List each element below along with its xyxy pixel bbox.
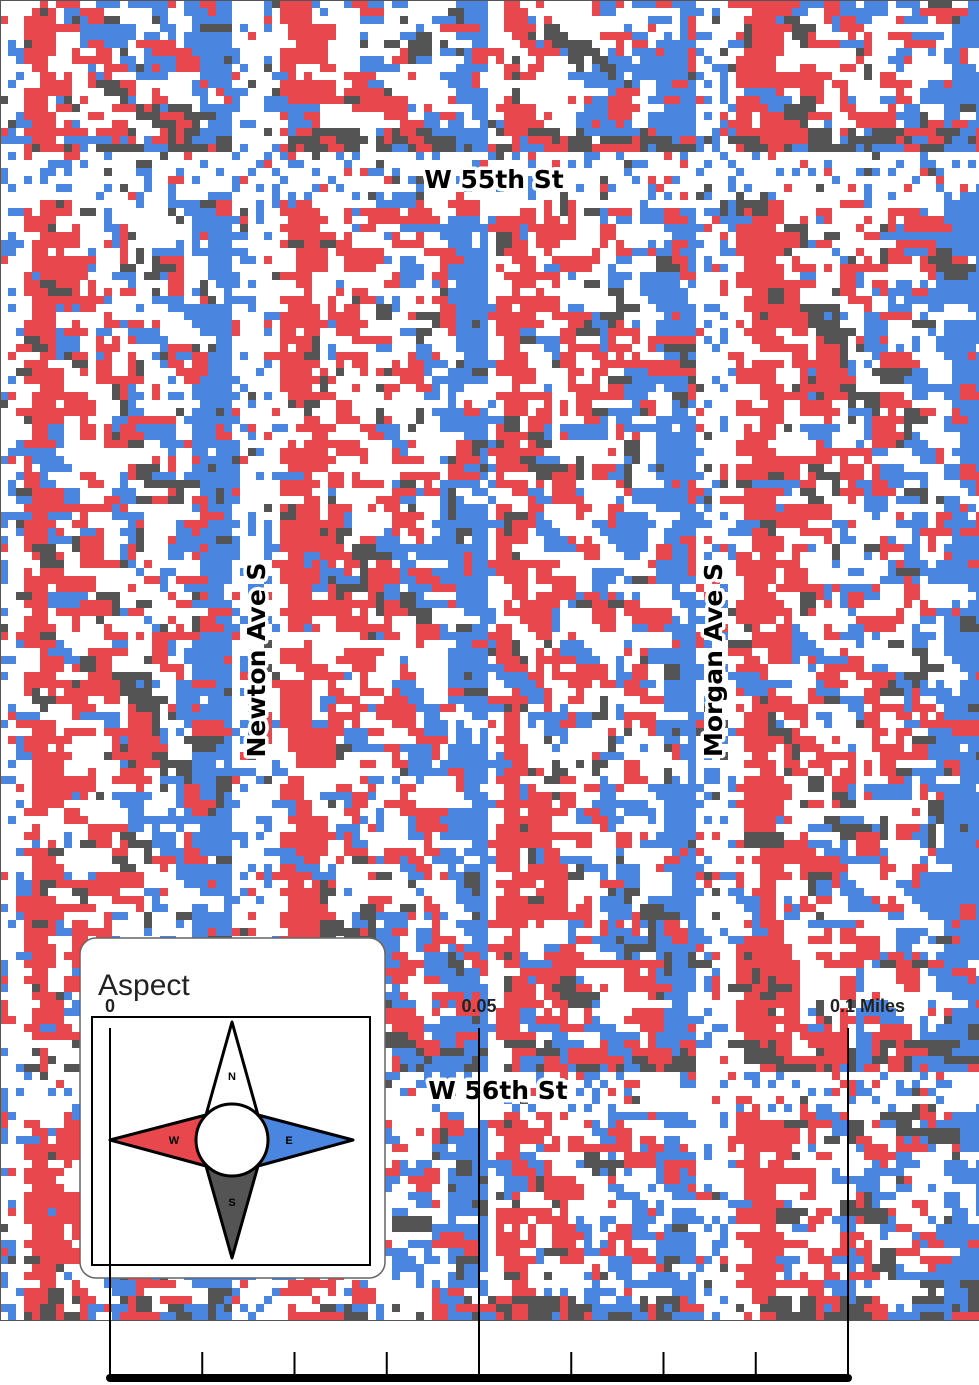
legend: Aspect N W E S [80,938,385,1278]
compass-label: N [228,1071,236,1083]
street-label: Newton Ave S [242,562,271,757]
compass-label: W [169,1135,180,1147]
map-page: W 55th St W 56th St Newton Ave S Morgan … [0,0,979,1385]
scale-label: 0.1 Miles [830,996,905,1016]
compass-center [196,1104,268,1176]
street-label: W 55th St [424,165,564,194]
compass-label: E [285,1135,292,1147]
scale-label: 0 [105,996,115,1016]
street-label: Morgan Ave S [699,563,728,757]
scale-label: 0.05 [461,996,496,1016]
street-label: W 56th St [428,1076,568,1105]
compass-label: S [228,1197,235,1209]
